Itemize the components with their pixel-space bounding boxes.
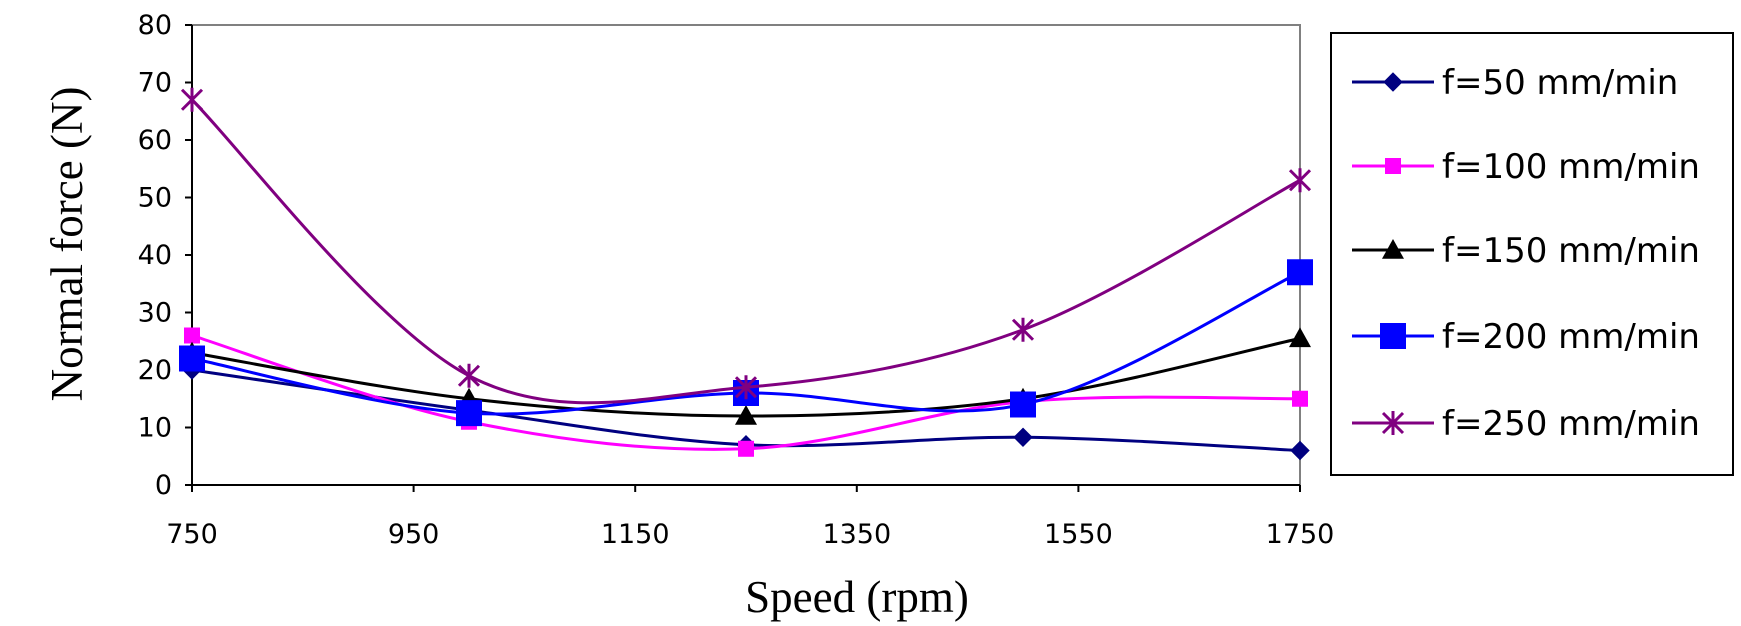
- y-axis: 0 10 20 30 40 50 60 70 80: [138, 10, 193, 501]
- data-point: [1290, 440, 1310, 461]
- y-tick-label: 0: [155, 470, 172, 501]
- legend-label: f=200 mm/min: [1442, 317, 1700, 357]
- x-tick-label: 750: [166, 519, 218, 550]
- x-axis-title: Speed (rpm): [745, 572, 969, 622]
- data-point: [184, 327, 200, 344]
- data-point: [1011, 317, 1035, 342]
- x-axis: 750 950 1150 1350 1550 1750: [166, 484, 1335, 550]
- series-5: [180, 87, 1312, 405]
- series-layer: [179, 87, 1313, 461]
- data-point: [1287, 259, 1313, 286]
- data-point: [1292, 390, 1308, 407]
- data-point: [1013, 427, 1033, 447]
- legend-item: f=150 mm/min: [1352, 231, 1700, 271]
- data-point: [456, 400, 482, 427]
- x-tick-label: 1750: [1266, 519, 1335, 550]
- legend-marker: [1382, 239, 1404, 259]
- y-tick-label: 60: [138, 125, 172, 156]
- legend-item: f=50 mm/min: [1352, 63, 1678, 103]
- legend: f=50 mm/min f=100 mm/min f=150 mm/min f=200…: [1330, 32, 1734, 476]
- x-tick-label: 1150: [601, 519, 670, 550]
- series-line: [190, 98, 1301, 405]
- data-point: [734, 375, 758, 400]
- data-point: [1010, 391, 1036, 418]
- y-tick-label: 20: [138, 355, 172, 386]
- data-point: [180, 87, 204, 112]
- series-4: [179, 259, 1313, 427]
- legend-marker: [1385, 158, 1401, 174]
- y-tick-label: 10: [138, 413, 172, 444]
- legend-box: [1330, 32, 1734, 476]
- legend-marker: [1381, 411, 1405, 435]
- data-point: [457, 363, 481, 388]
- y-tick-label: 40: [138, 240, 172, 271]
- x-tick-label: 1350: [822, 519, 891, 550]
- data-point: [1289, 327, 1311, 348]
- x-tick-label: 950: [388, 519, 440, 550]
- data-point: [1288, 168, 1312, 193]
- legend-item: f=100 mm/min: [1352, 147, 1700, 187]
- y-tick-label: 80: [138, 10, 172, 41]
- legend-label: f=50 mm/min: [1442, 63, 1678, 103]
- legend-marker: [1380, 323, 1406, 349]
- legend-label: f=100 mm/min: [1442, 147, 1700, 187]
- y-axis-title: Normal force (N): [42, 87, 92, 402]
- legend-label: f=250 mm/min: [1442, 404, 1700, 444]
- y-tick-label: 30: [138, 298, 172, 329]
- data-point: [179, 345, 205, 372]
- legend-item: f=200 mm/min: [1352, 317, 1700, 357]
- x-tick-label: 1550: [1044, 519, 1113, 550]
- data-point: [738, 440, 754, 457]
- legend-item: f=250 mm/min: [1352, 404, 1700, 444]
- data-point: [735, 405, 757, 425]
- y-tick-label: 50: [138, 183, 172, 214]
- legend-marker: [1383, 72, 1403, 92]
- y-tick-label: 70: [138, 68, 172, 99]
- legend-label: f=150 mm/min: [1442, 231, 1700, 271]
